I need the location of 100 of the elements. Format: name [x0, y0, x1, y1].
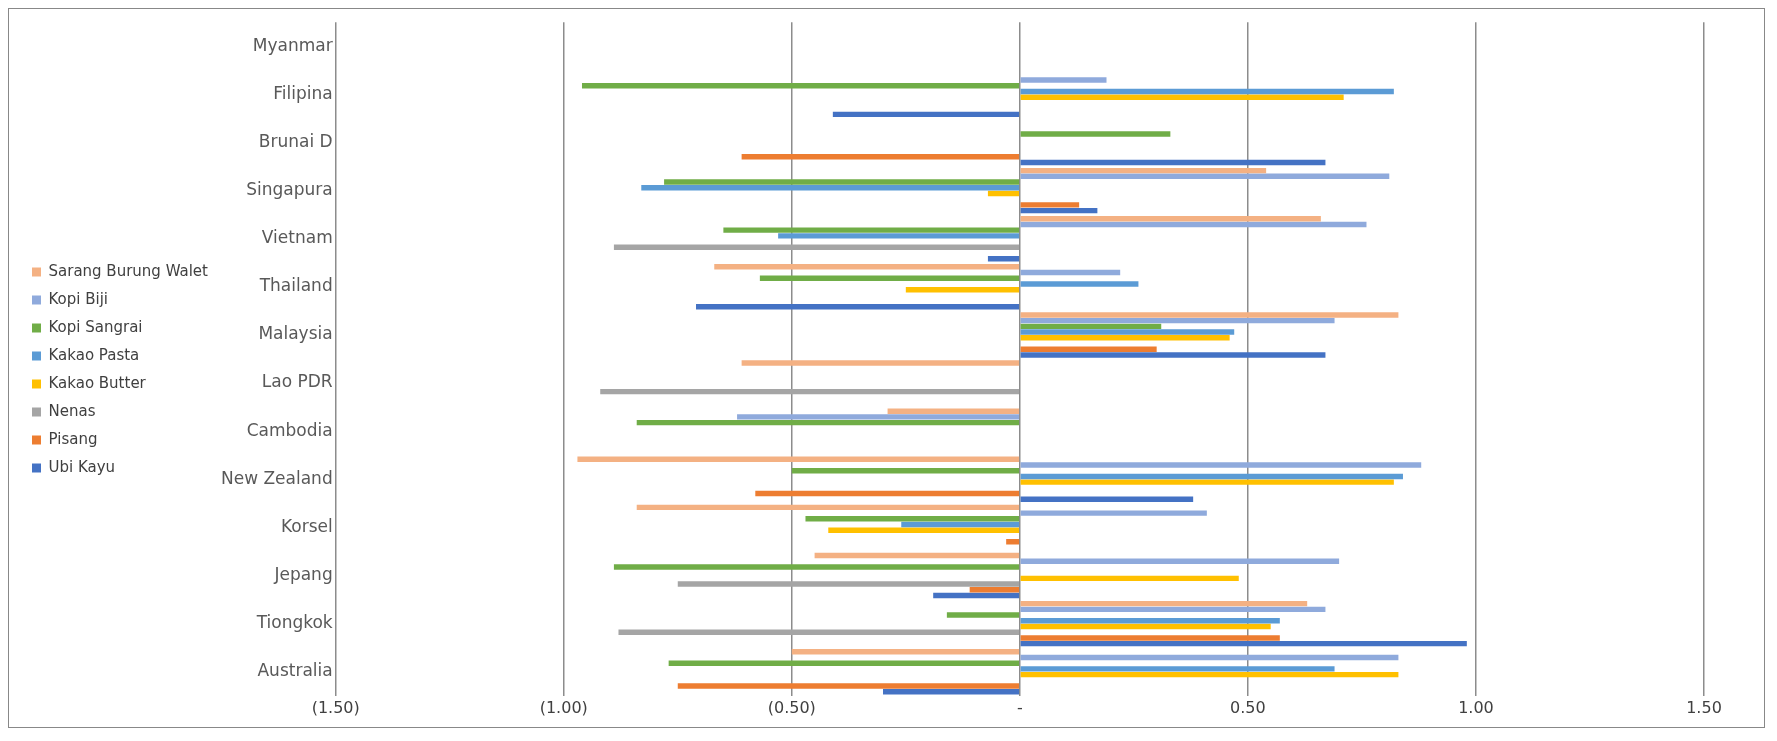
legend-label: Kopi Sangrai — [48, 317, 143, 336]
bar — [933, 592, 1020, 599]
bar — [677, 683, 1020, 689]
y-tick-label: New Zealand — [220, 467, 333, 488]
bar — [1020, 606, 1326, 613]
y-tick-label: Cambodia — [246, 419, 333, 440]
bar — [987, 190, 1020, 197]
legend-label: Nenas — [48, 401, 96, 420]
bar — [677, 581, 1020, 587]
bar — [905, 286, 1020, 293]
bar — [901, 521, 1020, 528]
bar — [581, 83, 1020, 89]
y-tick-label: Vietnam — [261, 227, 333, 248]
bar — [641, 185, 1020, 191]
y-tick-label: Thailand — [258, 275, 333, 296]
y-tick-label: Australia — [257, 660, 333, 681]
bar — [1020, 77, 1107, 83]
bar — [832, 111, 1020, 118]
bar — [1020, 312, 1399, 318]
bar — [1020, 94, 1344, 100]
bar — [791, 468, 1020, 474]
bar — [1020, 654, 1399, 661]
bar — [741, 154, 1020, 160]
bar — [664, 179, 1020, 185]
bar — [696, 304, 1020, 310]
y-tick-label: Jepang — [273, 563, 333, 584]
bar — [1020, 207, 1098, 214]
bar — [737, 414, 1020, 420]
bar — [723, 227, 1020, 233]
bar — [1020, 635, 1280, 641]
legend-label: Sarang Burung Walet — [48, 261, 209, 280]
bar — [791, 649, 1020, 655]
bar — [1020, 510, 1207, 516]
bar — [755, 490, 1020, 497]
bar — [969, 587, 1020, 593]
bar — [636, 419, 1020, 426]
x-tick-label: 1.00 — [1458, 697, 1494, 717]
bar — [814, 552, 1020, 559]
legend-label: Ubi Kayu — [48, 457, 116, 476]
bar — [1020, 202, 1080, 208]
bar — [1020, 496, 1194, 502]
bar — [1020, 352, 1326, 358]
bar — [1020, 640, 1467, 647]
bar — [1020, 473, 1403, 480]
bar — [987, 256, 1020, 262]
legend-label: Kakao Butter — [48, 373, 147, 392]
bar — [714, 264, 1020, 270]
bar — [778, 233, 1020, 239]
bar — [1020, 131, 1171, 137]
bar — [1020, 221, 1367, 228]
bar — [1020, 88, 1394, 95]
bar — [1006, 538, 1020, 545]
y-tick-label: Korsel — [280, 515, 333, 536]
x-tick-label: 1.50 — [1686, 697, 1722, 717]
bar — [1020, 346, 1157, 352]
y-tick-label: Tiongkok — [255, 612, 333, 633]
bar — [1020, 479, 1394, 485]
bar — [1020, 167, 1267, 174]
bar — [1020, 281, 1139, 287]
bar — [741, 360, 1020, 366]
x-tick-label: (1.50) — [311, 697, 360, 717]
legend-label: Pisang — [48, 429, 98, 448]
y-tick-label: Malaysia — [258, 323, 333, 344]
bar — [1020, 600, 1308, 607]
bar — [1020, 159, 1326, 166]
bar — [1020, 462, 1422, 468]
bar — [1020, 317, 1335, 324]
bar — [828, 527, 1020, 533]
bar — [668, 660, 1020, 666]
bar — [577, 456, 1020, 462]
bar — [1020, 618, 1280, 624]
x-tick-label: (1.00) — [539, 697, 588, 717]
bar — [1020, 269, 1121, 276]
bar — [805, 516, 1020, 522]
legend-label: Kakao Pasta — [48, 345, 140, 364]
y-tick-label: Brunai D — [258, 130, 333, 151]
bar — [1020, 671, 1399, 678]
bar — [1020, 623, 1271, 630]
legend-label: Kopi Biji — [48, 289, 109, 308]
bar — [1020, 216, 1321, 222]
bar — [946, 612, 1020, 618]
bar — [1020, 558, 1340, 564]
y-tick-label: Lao PDR — [261, 371, 333, 392]
bar — [1020, 323, 1162, 330]
y-tick-label: Filipina — [273, 82, 333, 103]
y-tick-label: Myanmar — [252, 34, 333, 55]
bar — [613, 564, 1020, 570]
y-tick-label: Singapura — [246, 179, 333, 200]
bar — [887, 408, 1020, 414]
bar — [883, 689, 1020, 695]
bar — [618, 629, 1020, 635]
bar — [1020, 575, 1239, 582]
x-tick-label: - — [1016, 697, 1023, 717]
bar — [636, 504, 1020, 511]
bar — [613, 244, 1020, 250]
bar — [1020, 335, 1230, 341]
bar — [759, 275, 1020, 281]
bar — [1020, 666, 1335, 672]
bar — [1020, 173, 1390, 180]
bar — [1020, 329, 1235, 335]
